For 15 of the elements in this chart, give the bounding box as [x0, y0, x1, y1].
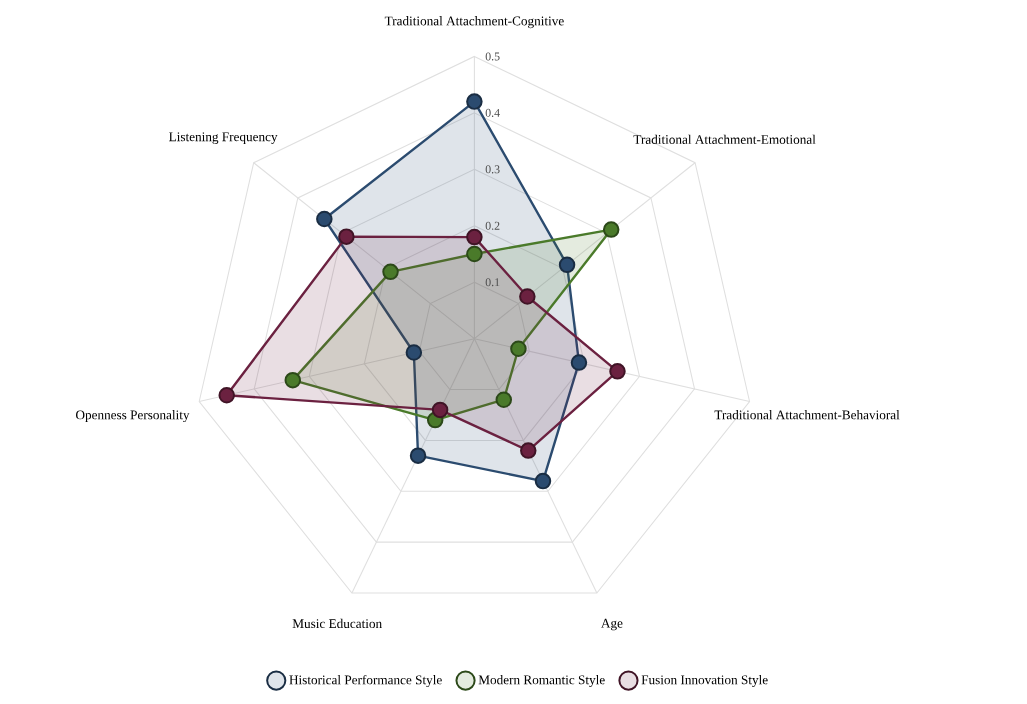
spoke-label: Openness Personality — [76, 409, 190, 423]
spoke-label: Traditional Attachment-Cognitive — [384, 16, 564, 29]
legend-label: Historical Performance Style — [289, 674, 442, 688]
spoke-label: Traditional Attachment-Behavioral — [714, 409, 900, 420]
legend-label: Fusion Innovation Style — [641, 674, 768, 687]
y-tick-label: 0.2 — [485, 221, 500, 230]
spoke-label: Age — [601, 618, 623, 631]
spoke-label: Listening Frequency — [169, 132, 278, 144]
y-tick-label: 0.3 — [485, 165, 500, 174]
y-tick-label: 0.1 — [485, 278, 500, 287]
spoke-label: Music Education — [292, 618, 382, 629]
spoke-label: Traditional Attachment-Emotional — [633, 134, 816, 144]
y-tick-label: 0.5 — [485, 52, 500, 61]
y-tick-label: 0.4 — [485, 108, 500, 117]
legend-label: Modern Romantic Style — [478, 674, 605, 687]
